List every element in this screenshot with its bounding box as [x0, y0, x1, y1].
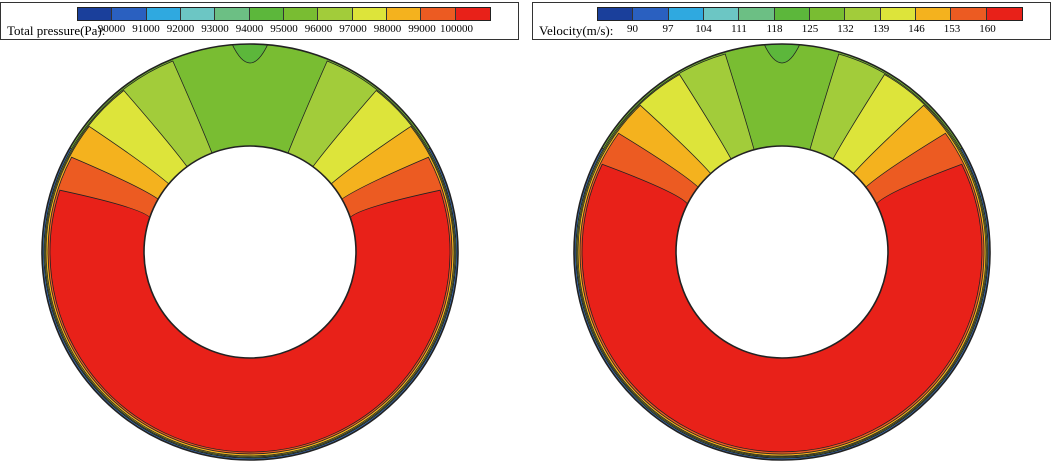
colorbar-swatch [739, 8, 775, 20]
velocity-panel: Velocity(m/s): 90 97 104 111 118 125 132 139 146… [532, 0, 1052, 476]
colorbar-swatch [215, 8, 250, 20]
colorbar-swatch [880, 8, 916, 20]
colorbar-tick-label: 146 [908, 23, 925, 35]
colorbar-tick-label: 96000 [304, 23, 333, 35]
colorbar-tick-label: 97 [662, 23, 674, 35]
pressure-tick-labels: 90000 91000 92000 93000 94000 95000 96000 97000… [77, 23, 491, 39]
colorbar-swatch [386, 8, 422, 20]
colorbar-swatch [318, 8, 353, 20]
velocity-legend: Velocity(m/s): 90 97 104 111 118 125 132 139 146… [532, 2, 1051, 40]
outer-wall [41, 43, 459, 461]
colorbar-tick-label: 91000 [132, 23, 160, 35]
colorbar-swatch [78, 8, 113, 20]
colorbar-swatch [249, 8, 284, 20]
colorbar-tick-label: 125 [801, 23, 819, 35]
velocity-tick-labels: 90 97 104 111 118 125 132 139 146 153 160 [597, 23, 1023, 39]
colorbar-tick-label: 160 [979, 23, 996, 35]
colorbar-tick-label: 98000 [373, 23, 402, 35]
colorbar-swatch [180, 8, 216, 20]
outer-wall [573, 43, 991, 461]
colorbar-swatch [774, 8, 810, 20]
colorbar-swatch [421, 8, 456, 20]
colorbar-tick-label: 100000 [440, 23, 473, 35]
colorbar-swatch [915, 8, 952, 20]
colorbar-tick-label: 94000 [235, 23, 264, 35]
colorbar-swatch [809, 8, 846, 20]
velocity-legend-title: Velocity(m/s): [539, 23, 614, 38]
colorbar-tick-label: 92000 [166, 23, 195, 35]
colorbar-tick-label: 111 [731, 23, 747, 35]
colorbar-swatch [633, 8, 669, 20]
colorbar-tick-label: 90 [627, 23, 638, 35]
colorbar-swatch [112, 8, 147, 20]
pressure-contour-plot [41, 43, 459, 461]
pressure-legend: Total pressure(Pa): 90000 91000 92000 93000… [0, 2, 519, 40]
colorbar-swatch [455, 8, 490, 20]
colorbar-swatch [352, 8, 387, 20]
pressure-colorbar [77, 7, 491, 21]
colorbar-swatch [845, 8, 881, 20]
colorbar-tick-label: 153 [943, 23, 961, 35]
pressure-legend-title: Total pressure(Pa): [7, 23, 106, 38]
colorbar-tick-label: 104 [695, 23, 712, 35]
colorbar-swatch [146, 8, 181, 20]
colorbar-swatch [598, 8, 634, 20]
inner-wall [675, 145, 889, 359]
colorbar-swatch [986, 8, 1022, 20]
colorbar-tick-label: 95000 [270, 23, 298, 35]
colorbar-swatch [951, 8, 987, 20]
colorbar-swatch [283, 8, 319, 20]
colorbar-tick-label: 118 [766, 23, 783, 35]
colorbar-tick-label: 139 [872, 23, 890, 35]
colorbar-swatch [668, 8, 704, 20]
colorbar-tick-label: 93000 [201, 23, 229, 35]
colorbar-tick-label: 132 [837, 23, 854, 35]
colorbar-tick-label: 99000 [408, 23, 436, 35]
inner-wall [143, 145, 357, 359]
colorbar-tick-label: 97000 [339, 23, 367, 35]
colorbar-tick-label: 90000 [97, 23, 126, 35]
pressure-panel: Total pressure(Pa): 90000 91000 92000 93000… [0, 0, 520, 476]
velocity-contour-plot [573, 43, 991, 461]
colorbar-swatch [703, 8, 740, 20]
velocity-colorbar [597, 7, 1023, 21]
